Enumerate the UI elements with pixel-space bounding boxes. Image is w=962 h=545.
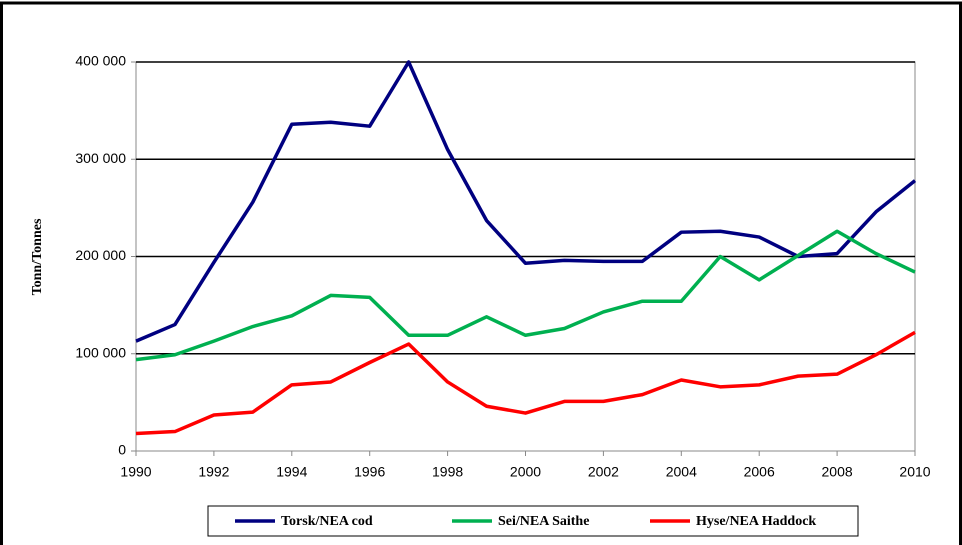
y-tick-label: 100 000: [75, 344, 126, 360]
x-tick-label: 1998: [432, 464, 463, 480]
x-tick-label: 2010: [899, 464, 930, 480]
legend-label: Torsk/NEA cod: [281, 514, 373, 529]
y-tick-label: 300 000: [75, 150, 126, 166]
x-tick-label: 2002: [588, 464, 619, 480]
x-tick-label: 1992: [198, 464, 229, 480]
x-tick-label: 1994: [276, 464, 307, 480]
legend: [207, 505, 859, 537]
y-tick-label: 400 000: [75, 53, 126, 69]
y-tick-label: 200 000: [75, 247, 126, 263]
y-tick-label: 0: [118, 442, 126, 458]
x-tick-label: 1990: [120, 464, 151, 480]
legend-label: Sei/NEA Saithe: [498, 514, 589, 529]
series-line: [135, 60, 917, 343]
x-tick-label: 2008: [822, 464, 853, 480]
y-axis-label: Tonn/Tonnes: [30, 218, 45, 295]
series-line: [135, 229, 916, 362]
x-tick-label: 1996: [354, 464, 385, 480]
series-line: [135, 330, 916, 436]
x-tick-label: 2006: [744, 464, 775, 480]
x-tick-label: 2004: [666, 464, 697, 480]
x-tick-label: 2000: [510, 464, 541, 480]
legend-label: Hyse/NEA Haddock: [696, 514, 816, 529]
